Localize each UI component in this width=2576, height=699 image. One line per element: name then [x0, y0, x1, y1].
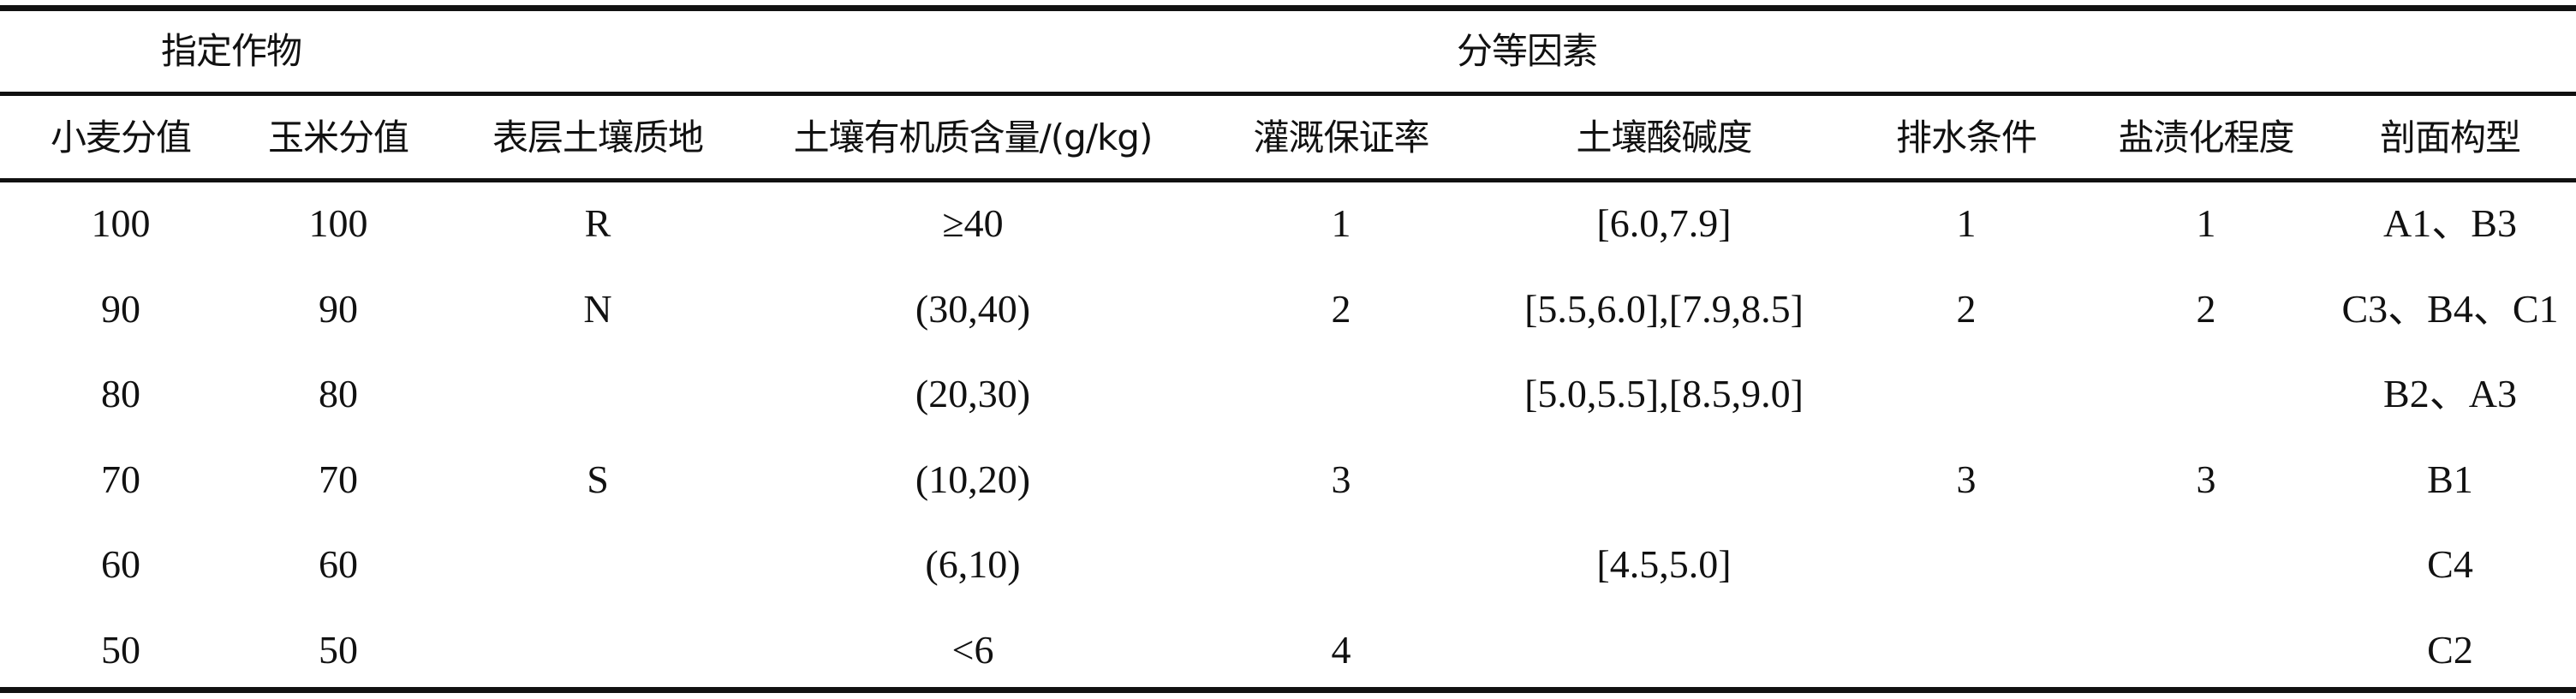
table-cell: 1 [1956, 201, 1977, 245]
column-header: 玉米分值 [267, 116, 409, 158]
table-cell: (30,40) [915, 286, 1031, 331]
table-cell: 2 [2196, 286, 2216, 331]
table-cell: 80 [101, 372, 140, 415]
table-cell: 50 [101, 627, 140, 672]
table-cell: (20,30) [915, 372, 1031, 415]
table-cell: 2 [1331, 286, 1351, 331]
column-header: 土壤酸碱度 [1576, 116, 1752, 158]
table-cell: B1 [2427, 457, 2473, 501]
column-header: 盐渍化程度 [2118, 116, 2294, 158]
table-cell: R [584, 201, 611, 245]
table-cell: (6,10) [925, 542, 1021, 586]
group-header-rule [0, 92, 2576, 96]
table-cell: 80 [319, 372, 358, 415]
table-cell: [5.5,6.0],[7.9,8.5] [1524, 286, 1804, 331]
column-header: 排水条件 [1895, 116, 2037, 158]
table-cell: C2 [2427, 627, 2473, 672]
table-cell: ≥40 [942, 201, 1004, 245]
column-header: 表层土壤质地 [492, 116, 704, 158]
column-header: 剖面构型 [2379, 116, 2521, 158]
top-rule [0, 5, 2576, 11]
table-cell: 50 [319, 627, 358, 672]
table-cell: C4 [2427, 542, 2473, 586]
table-cell: 4 [1331, 627, 1351, 672]
table-cell: 2 [1956, 286, 1977, 331]
table-cell: [4.5,5.0] [1596, 542, 1732, 586]
table-cell: N [583, 286, 612, 331]
table-cell: S [587, 457, 609, 501]
table-cell: 1 [2196, 201, 2216, 245]
column-header: 灌溉保证率 [1253, 116, 1429, 158]
table-cell: 1 [1331, 201, 1351, 245]
column-header: 小麦分值 [50, 116, 192, 158]
table-cell: 3 [1956, 457, 1977, 501]
table-cell: 100 [91, 201, 151, 245]
table-cell: 70 [319, 457, 358, 501]
table-cell: [5.0,5.5],[8.5,9.0] [1524, 372, 1804, 415]
table-cell: (10,20) [915, 457, 1031, 501]
column-header-rule [0, 178, 2576, 182]
table-cell: <6 [951, 627, 994, 672]
table-cell: B2、A3 [2383, 372, 2517, 415]
group-header-grading-factors: 分等因素 [1456, 30, 1598, 72]
table-cell: 90 [319, 286, 358, 331]
table-cell: [6.0,7.9] [1596, 201, 1732, 245]
bottom-rule [0, 687, 2576, 693]
group-header-designated-crop: 指定作物 [160, 30, 302, 72]
table-cell: 60 [319, 542, 358, 586]
table-cell: 70 [101, 457, 140, 501]
table-cell: 100 [308, 201, 368, 245]
table-cell: 3 [2196, 457, 2216, 501]
column-header: 土壤有机质含量/(g/kg) [793, 116, 1154, 158]
table-cell: A1、B3 [2383, 201, 2517, 245]
table-cell: 3 [1331, 457, 1351, 501]
table-cell: 90 [101, 286, 140, 331]
table-cell: 60 [101, 542, 140, 586]
table-cell: C3、B4、C1 [2341, 286, 2559, 331]
